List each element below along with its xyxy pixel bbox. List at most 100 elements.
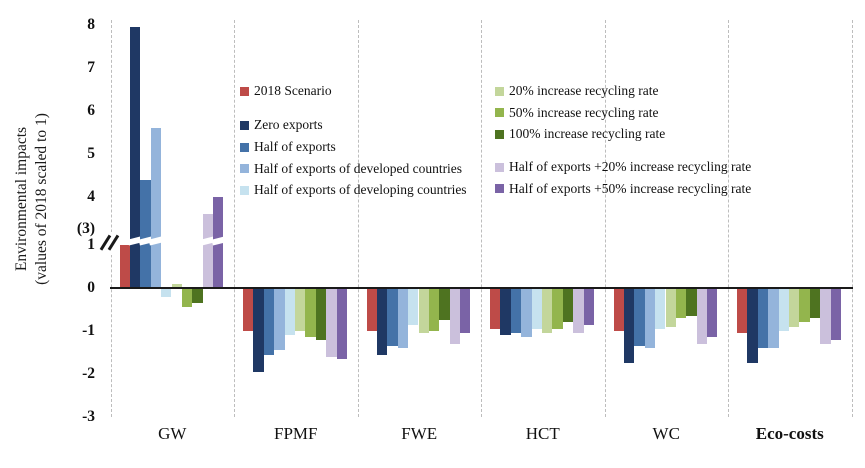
legend-label: Half of exports of developing countries (254, 182, 467, 197)
bar (707, 288, 718, 338)
bar (119, 245, 130, 288)
legend-item: 100% increase recycling rate (495, 126, 665, 142)
x-category-label: FWE (401, 424, 438, 443)
legend-swatch (495, 108, 504, 117)
x-category-label: FPMF (274, 424, 318, 443)
bar (686, 288, 697, 316)
y-tick-label: 8 (87, 16, 95, 33)
legend-swatch (495, 162, 504, 172)
legend-label: Zero exports (254, 117, 323, 132)
legend-label: 50% increase recycling rate (509, 104, 659, 120)
bar (675, 288, 687, 319)
x-category-label: HCT (525, 424, 560, 443)
bar (129, 27, 141, 288)
bar (181, 288, 193, 308)
bar (449, 288, 461, 344)
bar (418, 288, 429, 334)
legend-label: Half of exports +50% increase recycling … (509, 180, 752, 196)
y-tick-label: 7 (87, 59, 95, 76)
gridline (481, 20, 482, 417)
y-tick-label: -3 (82, 408, 95, 425)
bar (500, 288, 511, 336)
bar (263, 288, 275, 355)
legend-label: 2018 Scenario (254, 83, 332, 98)
gridline (110, 20, 112, 417)
bar (799, 288, 810, 323)
bar (552, 288, 563, 329)
bar (202, 214, 214, 288)
x-category-label: Eco-costs (755, 424, 824, 443)
legend-swatch (240, 120, 249, 130)
y-axis-title: Environmental impacts (values of 2018 sc… (12, 39, 54, 359)
y-tick-label: -2 (82, 365, 95, 382)
bar (284, 288, 295, 336)
bar (613, 288, 624, 331)
gridline (604, 20, 606, 417)
x-axis-zero-line (110, 287, 853, 289)
y-tick-label: 5 (87, 145, 95, 162)
bar (408, 288, 419, 325)
bar (428, 288, 440, 331)
bar (809, 288, 821, 319)
bar (789, 288, 800, 327)
y-tick-label: (3) (76, 220, 95, 237)
bar (336, 288, 347, 359)
x-category-label: WC (652, 424, 680, 443)
legend-swatch (240, 142, 249, 152)
gridline (234, 20, 235, 417)
bar (161, 288, 172, 297)
bar (192, 288, 203, 304)
legend-label: Half of exports of developed countries (254, 160, 463, 176)
gridline (851, 20, 853, 417)
y-tick-label: 4 (87, 188, 95, 205)
bar (665, 288, 676, 327)
y-tick-label: 1 (87, 236, 95, 253)
bar (305, 288, 316, 338)
legend-item: Half of exports +50% increase recycling … (495, 181, 751, 197)
legend-swatch (240, 164, 249, 173)
legend-item: Half of exports of developing countries (240, 182, 467, 198)
bar (253, 288, 264, 372)
legend-swatch (240, 185, 249, 195)
bar (295, 288, 306, 331)
bar (583, 288, 594, 325)
y-tick-label: 6 (87, 102, 95, 119)
bar (439, 288, 450, 321)
bar (366, 288, 377, 331)
bar (623, 288, 635, 364)
bar (542, 288, 553, 334)
bar (737, 288, 748, 334)
legend-swatch (495, 129, 504, 139)
legend-item: Zero exports (240, 117, 323, 133)
y-axis-title-line2: (values of 2018 scaled to 1) (33, 113, 50, 285)
x-category-label: GW (158, 424, 187, 443)
bar (376, 288, 388, 355)
bar (150, 128, 162, 288)
bar (521, 288, 532, 338)
legend-swatch (240, 86, 249, 96)
bar (531, 288, 542, 329)
bar (397, 288, 409, 349)
legend-item: 20% increase recycling rate (495, 83, 659, 99)
legend-label: Half of exports +20% increase recycling … (509, 159, 752, 174)
legend-label: 100% increase recycling rate (509, 126, 666, 141)
legend-item: 50% increase recycling rate (495, 105, 659, 121)
bar (655, 288, 666, 329)
legend-label: Half of exports (254, 139, 336, 154)
legend-item: Half of exports +20% increase recycling … (495, 159, 751, 175)
bar (490, 288, 501, 329)
y-tick-label: -1 (82, 322, 95, 339)
bar (634, 288, 645, 347)
bar (243, 288, 254, 331)
bar (171, 283, 182, 288)
bar (830, 288, 841, 340)
legend-swatch (495, 184, 504, 193)
bar (315, 288, 327, 340)
bar (573, 288, 584, 334)
bar (274, 288, 285, 351)
bar (387, 288, 398, 347)
legend-label: 20% increase recycling rate (509, 83, 659, 98)
legend-item: Half of exports of developed countries (240, 161, 462, 177)
bar (820, 288, 831, 344)
